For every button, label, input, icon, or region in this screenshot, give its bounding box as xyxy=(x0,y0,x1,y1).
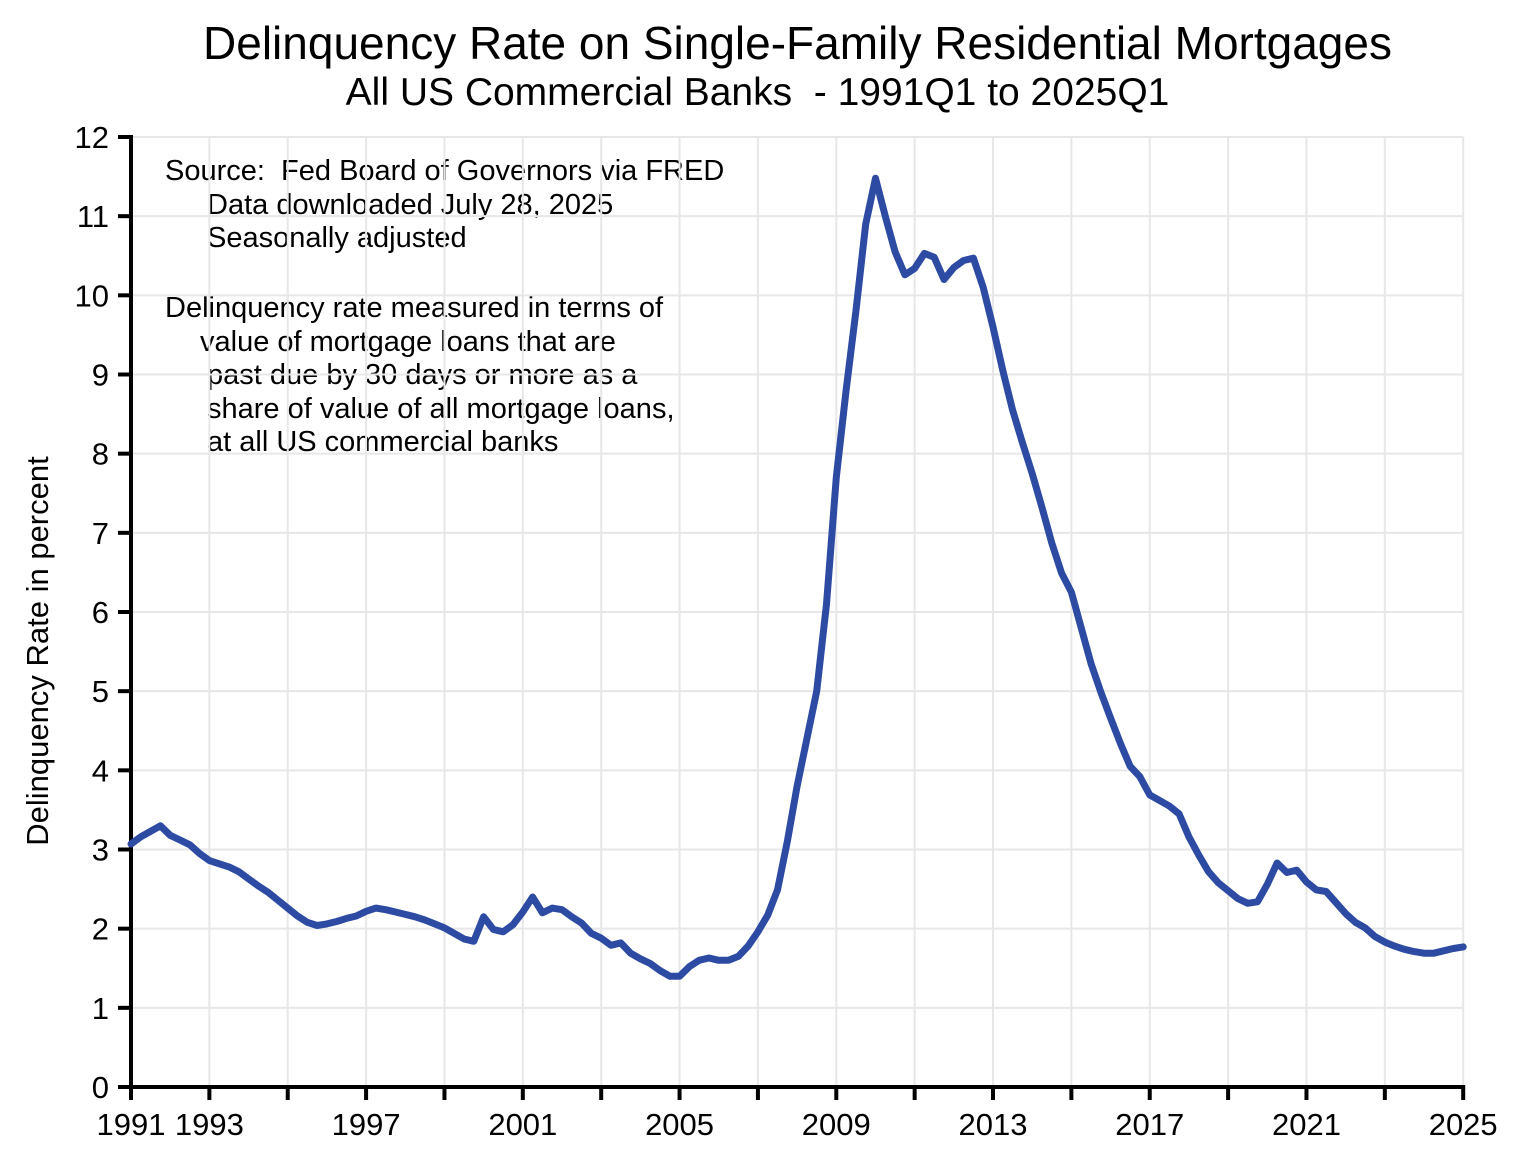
y-tick-label: 10 xyxy=(75,278,109,313)
chart-header: Delinquency Rate on Single-Family Reside… xyxy=(131,16,1464,116)
grid-lines xyxy=(131,136,1465,1087)
x-tick-label: 1991 xyxy=(97,1107,166,1142)
chart-subtitle: All US Commercial Banks - 1991Q1 to 2025… xyxy=(345,71,1170,115)
x-tick-labels: 1991 1993 1997 2001 2005 2009 2013 2017 2021 2025 xyxy=(97,1107,1498,1142)
delinquency-rate-line xyxy=(127,174,1467,980)
annotation-line: share of value of all mortgage loans, xyxy=(207,392,675,425)
y-tick-label: 11 xyxy=(77,199,109,234)
x-tick-label: 2013 xyxy=(959,1107,1028,1142)
y-tick-label: 0 xyxy=(92,1070,109,1105)
y-tick-label: 2 xyxy=(92,912,109,947)
x-tick-label: 1997 xyxy=(332,1107,401,1142)
y-tick-label: 5 xyxy=(92,674,109,709)
data-series xyxy=(127,174,1467,980)
y-tick-label: 7 xyxy=(92,516,109,551)
x-tick-label: 2001 xyxy=(488,1107,557,1142)
chart-title: Delinquency Rate on Single-Family Reside… xyxy=(203,17,1392,69)
y-tick-label: 9 xyxy=(92,358,109,393)
y-tick-label: 1 xyxy=(92,991,109,1026)
y-tick-label: 4 xyxy=(92,753,109,788)
y-tick-label: 8 xyxy=(92,437,109,472)
x-tick-label: 2005 xyxy=(645,1107,714,1142)
annotation-line: Delinquency rate measured in terms of xyxy=(165,292,664,324)
y-tick-label: 12 xyxy=(75,120,109,155)
y-tick-label: 3 xyxy=(92,833,109,868)
axis-ticks xyxy=(118,135,1466,1100)
x-tick-label: 2009 xyxy=(802,1107,871,1142)
x-tick-label: 2025 xyxy=(1429,1107,1498,1142)
annotation-line: Source: Fed Board of Governors via FRED xyxy=(165,155,725,187)
annotation-line: value of mortgage loans that are xyxy=(200,325,616,358)
annotation-line: Seasonally adjusted xyxy=(207,222,467,254)
x-tick-label: 1993 xyxy=(175,1107,244,1142)
x-tick-label: 2021 xyxy=(1272,1107,1341,1142)
x-tick-label: 2017 xyxy=(1115,1107,1184,1142)
y-tick-label: 6 xyxy=(92,595,109,630)
